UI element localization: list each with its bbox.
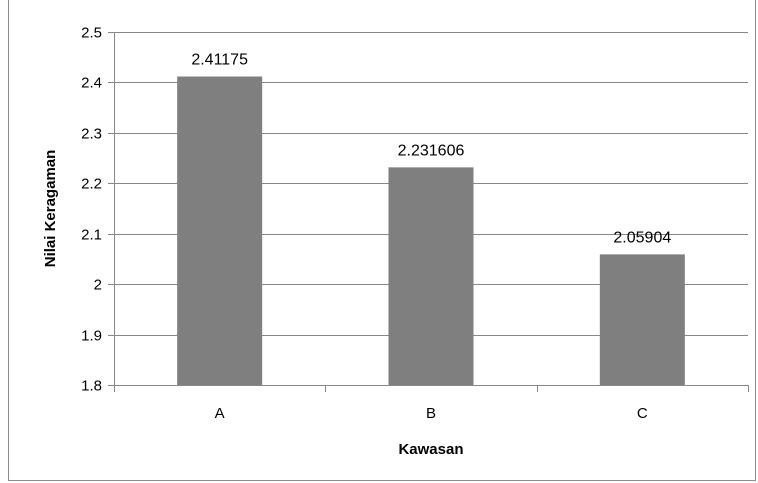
data-label: 2.231606 [398, 142, 465, 159]
y-tick-label: 1.9 [81, 328, 102, 345]
data-label: 2.05904 [613, 229, 671, 246]
y-tick-label: 2.2 [81, 176, 102, 193]
y-tick-label: 2.5 [81, 25, 102, 42]
bar-c [599, 254, 685, 385]
y-tick-labels: 1.8 1.9 2 2.1 2.2 2.3 2.4 2.5 [81, 25, 102, 395]
y-tick-label: 2.1 [81, 227, 102, 244]
x-tick-labels: A B C [215, 405, 648, 422]
y-axis-title: Nilai Keragaman [42, 150, 59, 268]
bar-a [177, 76, 263, 386]
y-tick-label: 2.3 [81, 126, 102, 143]
chart-frame [8, 0, 756, 481]
y-tick-label: 1.8 [81, 378, 102, 395]
x-tick-label: B [426, 405, 436, 422]
bar-b [388, 167, 474, 385]
data-labels: 2.41175 2.231606 2.05904 [191, 52, 671, 247]
x-tick-label: C [637, 405, 648, 422]
axes [108, 32, 749, 392]
y-tick-label: 2.4 [81, 75, 102, 92]
bars [177, 76, 685, 386]
y-tick-label: 2 [94, 277, 102, 294]
data-label: 2.41175 [191, 52, 248, 69]
x-axis-title: Kawasan [398, 441, 463, 458]
x-tick-label: A [215, 405, 225, 422]
